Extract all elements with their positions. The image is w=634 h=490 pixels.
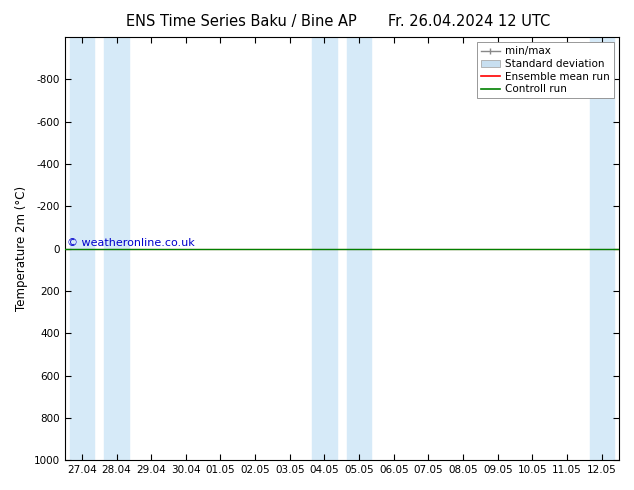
Text: © weatheronline.co.uk: © weatheronline.co.uk bbox=[67, 238, 195, 248]
Bar bbox=[313, 37, 337, 460]
Text: ENS Time Series Baku / Bine AP: ENS Time Series Baku / Bine AP bbox=[126, 14, 356, 29]
Bar bbox=[590, 37, 614, 460]
Bar bbox=[70, 37, 94, 460]
Text: Fr. 26.04.2024 12 UTC: Fr. 26.04.2024 12 UTC bbox=[388, 14, 550, 29]
Y-axis label: Temperature 2m (°C): Temperature 2m (°C) bbox=[15, 186, 28, 311]
Bar bbox=[347, 37, 372, 460]
Legend: min/max, Standard deviation, Ensemble mean run, Controll run: min/max, Standard deviation, Ensemble me… bbox=[477, 42, 614, 98]
Bar bbox=[105, 37, 129, 460]
